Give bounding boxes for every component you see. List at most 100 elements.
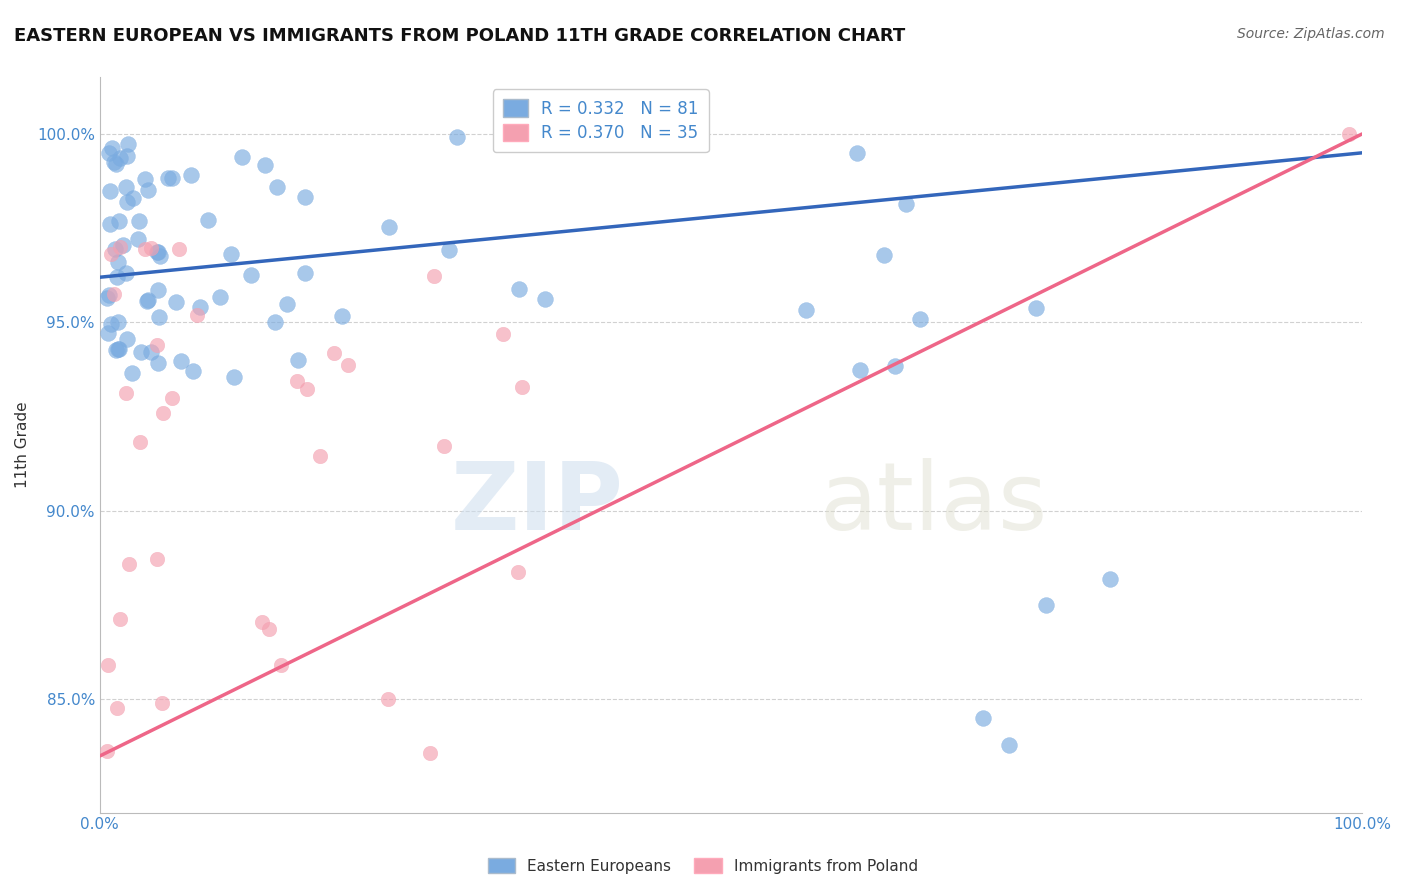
Legend: R = 0.332   N = 81, R = 0.370   N = 35: R = 0.332 N = 81, R = 0.370 N = 35 <box>494 89 709 153</box>
Point <box>437 243 460 257</box>
Point <box>108 240 131 254</box>
Point <box>659 132 682 146</box>
Point <box>96 744 118 758</box>
Legend: Eastern Europeans, Immigrants from Poland: Eastern Europeans, Immigrants from Polan… <box>482 852 924 880</box>
Point <box>180 169 202 183</box>
Point <box>1098 572 1121 586</box>
Point <box>107 343 129 357</box>
Point <box>209 290 232 304</box>
Point <box>128 214 150 228</box>
Point <box>97 657 120 672</box>
Point <box>108 612 131 626</box>
Point <box>152 406 174 420</box>
Point <box>149 249 172 263</box>
Point <box>848 363 870 377</box>
Point <box>129 435 152 450</box>
Point <box>148 356 170 370</box>
Point <box>423 268 446 283</box>
Point <box>239 268 262 282</box>
Point <box>97 146 120 161</box>
Point <box>145 551 167 566</box>
Point <box>910 312 932 326</box>
Point <box>330 310 353 324</box>
Point <box>104 157 127 171</box>
Point <box>121 366 143 380</box>
Point <box>115 194 138 209</box>
Point <box>97 288 120 302</box>
Point <box>146 244 169 259</box>
Point <box>108 151 131 165</box>
Point <box>377 691 399 706</box>
Point <box>103 286 125 301</box>
Point <box>107 213 129 227</box>
Point <box>138 183 160 197</box>
Point <box>309 450 332 464</box>
Point <box>794 302 817 317</box>
Point <box>183 364 205 378</box>
Point <box>107 342 129 356</box>
Point <box>103 155 125 169</box>
Point <box>170 353 193 368</box>
Point <box>98 184 121 198</box>
Point <box>146 245 169 260</box>
Point <box>276 297 298 311</box>
Y-axis label: 11th Grade: 11th Grade <box>15 401 30 488</box>
Point <box>160 391 183 405</box>
Point <box>136 293 159 308</box>
Point <box>378 220 401 235</box>
Point <box>152 697 174 711</box>
Point <box>894 197 917 211</box>
Point <box>873 248 896 262</box>
Point <box>972 711 994 725</box>
Text: EASTERN EUROPEAN VS IMMIGRANTS FROM POLAND 11TH GRADE CORRELATION CHART: EASTERN EUROPEAN VS IMMIGRANTS FROM POLA… <box>14 27 905 45</box>
Point <box>508 281 530 295</box>
Point <box>1025 301 1047 315</box>
Point <box>506 565 529 579</box>
Point <box>156 171 179 186</box>
Point <box>141 241 163 255</box>
Point <box>100 247 122 261</box>
Point <box>121 191 143 205</box>
Point <box>219 247 242 261</box>
Point <box>287 374 309 388</box>
Text: Source: ZipAtlas.com: Source: ZipAtlas.com <box>1237 27 1385 41</box>
Point <box>231 150 253 164</box>
Point <box>107 315 129 329</box>
Point <box>270 658 292 673</box>
Point <box>1035 598 1057 612</box>
Point <box>322 346 344 360</box>
Point <box>148 310 170 324</box>
Point <box>105 269 128 284</box>
Point <box>139 344 162 359</box>
Point <box>222 370 245 384</box>
Point <box>165 294 187 309</box>
Point <box>107 254 129 268</box>
Point <box>1339 127 1361 141</box>
Point <box>136 293 159 307</box>
Point <box>188 300 211 314</box>
Point <box>129 345 152 359</box>
Point <box>118 558 141 572</box>
Point <box>167 242 190 256</box>
Point <box>114 180 136 194</box>
Point <box>287 352 309 367</box>
Point <box>254 158 277 172</box>
Point <box>104 343 127 358</box>
Text: atlas: atlas <box>820 458 1047 549</box>
Point <box>433 439 456 453</box>
Point <box>846 146 869 161</box>
Point <box>146 283 169 297</box>
Point <box>101 141 124 155</box>
Point <box>492 326 515 341</box>
Point <box>419 746 441 760</box>
Point <box>146 338 169 352</box>
Point <box>884 359 907 374</box>
Point <box>105 701 128 715</box>
Point <box>294 190 316 204</box>
Point <box>250 615 273 629</box>
Point <box>197 213 219 227</box>
Point <box>264 315 287 329</box>
Point <box>294 266 316 280</box>
Point <box>446 130 468 145</box>
Point <box>117 137 139 152</box>
